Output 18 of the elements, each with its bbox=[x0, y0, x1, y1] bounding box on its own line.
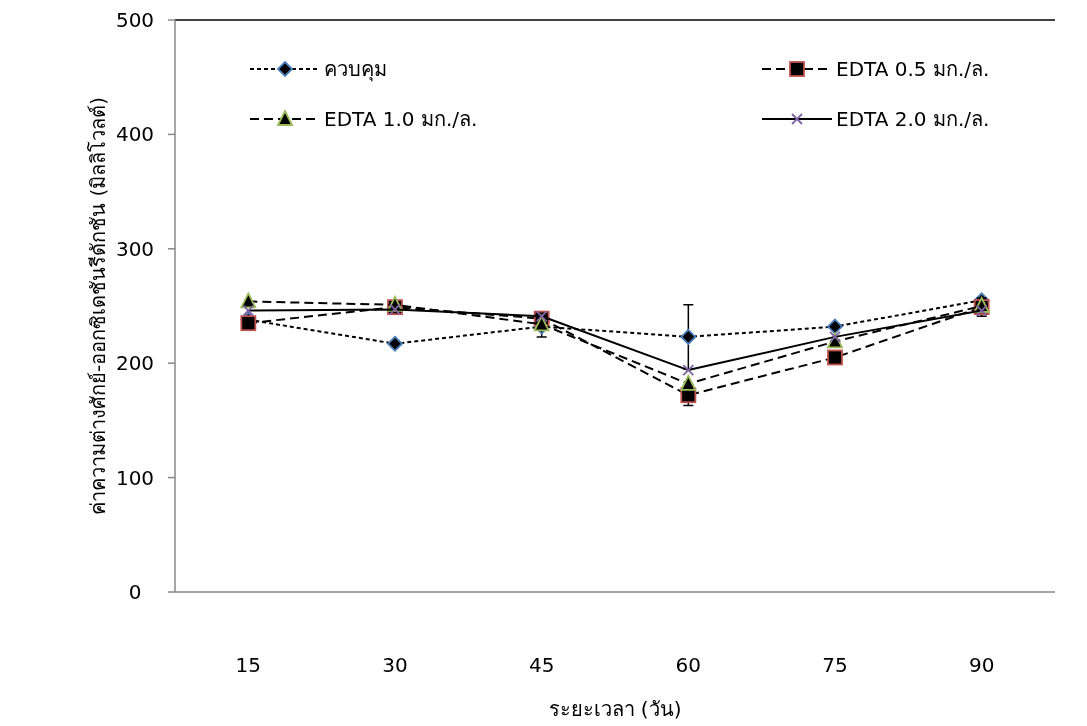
x-tick-label: 45 bbox=[528, 653, 555, 677]
legend-label: EDTA 1.0 มก./ล. bbox=[324, 107, 478, 131]
x-tick-label: 90 bbox=[968, 653, 995, 677]
legend-label: EDTA 0.5 มก./ล. bbox=[836, 57, 990, 81]
x-tick-label: 75 bbox=[822, 653, 848, 677]
y-tick-label: 0 bbox=[128, 580, 142, 604]
y-tick-label: 100 bbox=[115, 465, 155, 490]
x-tick-label: 60 bbox=[675, 653, 702, 677]
x-axis-title: ระยะเวลา (วัน) bbox=[548, 697, 682, 721]
y-tick-label: 400 bbox=[115, 122, 155, 147]
y-axis-title: ค่าความต่างศักย์-ออกซิเดชันรีดักชัน (มิลลิโวลต์) bbox=[86, 96, 110, 516]
y-tick-label: 200 bbox=[115, 351, 155, 376]
legend-label: EDTA 2.0 มก./ล. bbox=[836, 107, 990, 131]
y-tick-label: 300 bbox=[115, 236, 155, 261]
x-tick-label: 30 bbox=[382, 653, 408, 677]
y-tick-label: 500 bbox=[115, 8, 155, 32]
legend-label: ควบคุม bbox=[324, 57, 387, 82]
x-tick-label: 15 bbox=[235, 653, 262, 677]
